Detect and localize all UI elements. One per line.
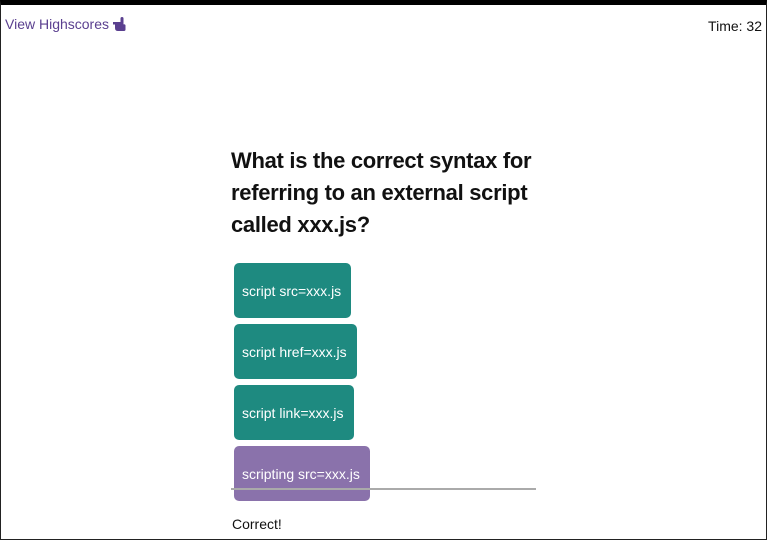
timer: Time: 32 bbox=[708, 18, 762, 34]
pointing-hand-icon bbox=[112, 16, 128, 32]
quiz-card: What is the correct syntax for referring… bbox=[231, 145, 541, 507]
feedback-divider bbox=[231, 488, 536, 490]
view-highscores-label: View Highscores bbox=[5, 16, 110, 32]
choice-button-1[interactable]: script src=xxx.js bbox=[234, 263, 351, 318]
question-text: What is the correct syntax for referring… bbox=[231, 148, 532, 237]
view-highscores-link[interactable]: View Highscores bbox=[5, 16, 128, 32]
choice-button-3[interactable]: script link=xxx.js bbox=[234, 385, 354, 440]
choice-list: script src=xxx.js script href=xxx.js scr… bbox=[231, 263, 541, 501]
header: View Highscores Time: 32 bbox=[1, 10, 767, 42]
feedback-text: Correct! bbox=[232, 516, 282, 532]
choice-button-2[interactable]: script href=xxx.js bbox=[234, 324, 357, 379]
choice-button-4[interactable]: scripting src=xxx.js bbox=[234, 446, 370, 501]
